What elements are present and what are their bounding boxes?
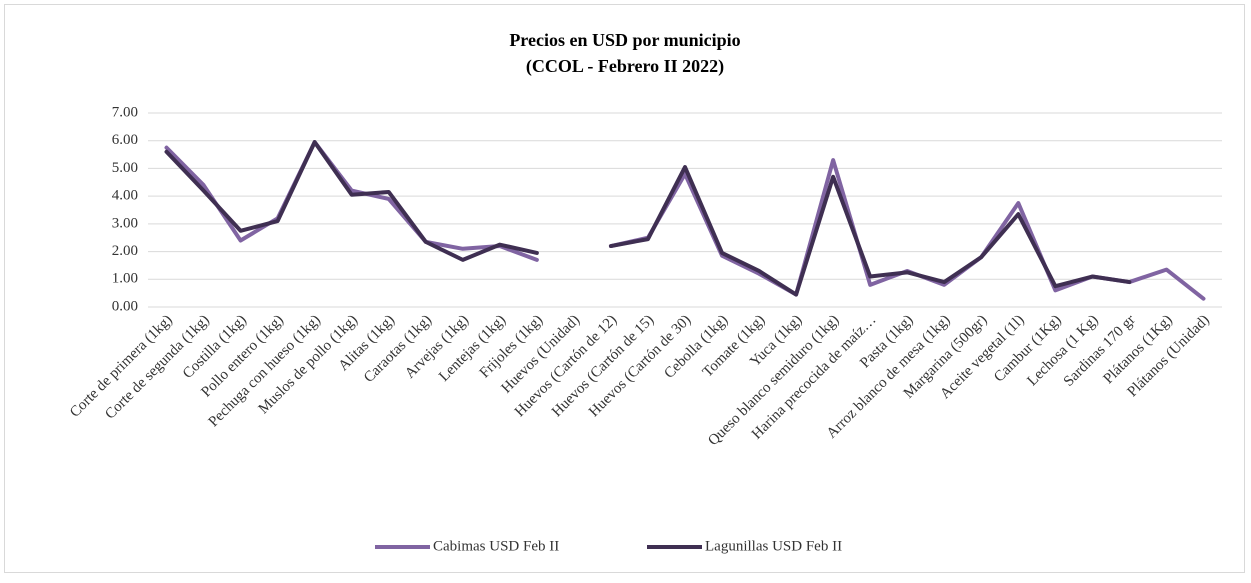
y-tick-label: 4.00 xyxy=(112,188,138,204)
legend-label: Lagunillas USD Feb II xyxy=(705,538,842,554)
y-tick-label: 2.00 xyxy=(112,243,138,259)
y-tick-label: 1.00 xyxy=(112,271,138,287)
y-tick-label: 5.00 xyxy=(112,160,138,176)
y-tick-label: 6.00 xyxy=(112,132,138,148)
y-tick-label: 7.00 xyxy=(112,104,138,120)
chart-border xyxy=(4,4,1245,573)
chart-subtitle: (CCOL - Febrero II 2022) xyxy=(526,56,724,77)
chart-title: Precios en USD por municipio xyxy=(509,30,740,50)
series-line xyxy=(164,140,1132,297)
legend-label: Cabimas USD Feb II xyxy=(433,538,559,554)
y-tick-label: 3.00 xyxy=(112,215,138,231)
y-tick-label: 0.00 xyxy=(112,298,138,314)
